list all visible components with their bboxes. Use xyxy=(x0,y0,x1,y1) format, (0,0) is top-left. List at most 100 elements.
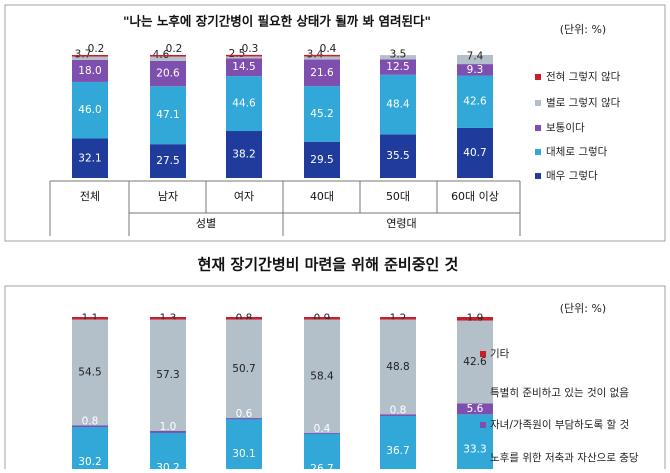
data-label: 33.3 xyxy=(463,443,486,455)
category-group-label: 성별 xyxy=(196,217,216,230)
data-label: 3.4 xyxy=(307,48,324,60)
data-label: 30.1 xyxy=(232,448,255,460)
data-label: 57.3 xyxy=(156,369,179,381)
data-label: 40.7 xyxy=(463,147,486,159)
bar-segment xyxy=(380,55,416,60)
bar-segment xyxy=(304,319,340,434)
bar-segment xyxy=(304,54,340,57)
bar-segment xyxy=(150,319,186,431)
data-label: 32.1 xyxy=(78,152,101,164)
bar-segment xyxy=(304,55,340,60)
bar-segment xyxy=(150,144,186,178)
bar-segment xyxy=(72,427,108,473)
data-label: 35.5 xyxy=(386,150,409,162)
data-label: 45.2 xyxy=(310,108,333,120)
category-label: 50대 xyxy=(386,190,410,203)
unit-label-2: (단위: %) xyxy=(560,302,606,315)
data-label: 2.5 xyxy=(229,48,246,60)
bar-segment xyxy=(380,74,416,135)
category-label: 남자 xyxy=(158,190,178,203)
legend-swatch xyxy=(480,455,486,461)
bar-segment xyxy=(457,64,493,76)
bar-segment xyxy=(72,55,108,60)
data-label: 3.5 xyxy=(390,48,407,60)
bar-segment xyxy=(72,425,108,428)
legend-swatch xyxy=(535,149,541,155)
bar-segment xyxy=(457,414,493,473)
data-label: 30.2 xyxy=(78,456,101,468)
chart-title-2: 현재 장기간병비 마련을 위해 준비중인 것 xyxy=(198,256,459,274)
bar-segment xyxy=(226,55,262,59)
data-label: 5.6 xyxy=(467,403,484,415)
category-group-label: 연령대 xyxy=(386,217,416,230)
data-label: 0.4 xyxy=(320,43,337,55)
bar-segment xyxy=(304,86,340,142)
bar-segment xyxy=(150,430,186,434)
bar-segment xyxy=(304,433,340,473)
legend-label: 특별히 준비하고 있는 것이 없음 xyxy=(490,386,629,399)
bar-segment xyxy=(226,319,262,419)
chart-title-1: "나는 노후에 장기간병이 필요한 상태가 될까 봐 염려된다" xyxy=(123,14,431,29)
legend-swatch xyxy=(480,390,486,396)
data-label: 58.4 xyxy=(310,370,334,382)
data-label: 50.7 xyxy=(232,363,255,375)
bar-segment xyxy=(304,317,340,320)
data-label: 1.0 xyxy=(160,421,177,433)
bar-segment xyxy=(150,60,186,87)
legend-label: 기타 xyxy=(490,348,510,360)
bar-segment xyxy=(72,138,108,178)
data-label: 0.2 xyxy=(88,43,105,55)
data-label: 3.7 xyxy=(75,49,92,61)
legend-label: 대체로 그렇다 xyxy=(546,145,608,158)
data-label: 26.7 xyxy=(310,463,333,469)
data-label: 12.5 xyxy=(386,61,409,73)
category-label: 40대 xyxy=(310,190,334,203)
bar-segment xyxy=(457,317,493,321)
data-label: 54.5 xyxy=(78,366,101,378)
data-label: 18.0 xyxy=(78,65,101,77)
data-label: 30.2 xyxy=(156,462,179,469)
data-label: 48.8 xyxy=(386,361,409,373)
bar-segment xyxy=(304,141,340,178)
bar-segment xyxy=(72,55,108,57)
legend-label: 전혀 그렇지 않다 xyxy=(546,70,621,83)
bar-segment xyxy=(457,127,493,178)
bar-segment xyxy=(150,55,186,57)
bar-segment xyxy=(457,55,493,65)
data-label: 38.2 xyxy=(232,149,255,161)
legend-label: 별로 그렇지 않다 xyxy=(546,96,621,109)
bar-segment xyxy=(226,317,262,320)
category-label: 60대 이상 xyxy=(451,190,499,203)
legend-swatch xyxy=(535,100,541,106)
data-label: 20.6 xyxy=(156,68,180,80)
bar-segment xyxy=(150,55,186,61)
bar-segment xyxy=(226,54,262,57)
bar-segment xyxy=(380,414,416,417)
data-label: 44.6 xyxy=(232,98,256,110)
data-label: 42.6 xyxy=(463,356,487,368)
bar-segment xyxy=(457,75,493,128)
bar-segment xyxy=(72,59,108,82)
data-label: 21.6 xyxy=(310,67,334,79)
bar-segment xyxy=(457,403,493,415)
data-label: 0.8 xyxy=(390,404,407,416)
legend-swatch xyxy=(535,173,541,179)
data-label: 0.2 xyxy=(166,43,183,55)
legend-label: 매우 그렇다 xyxy=(546,169,598,182)
data-label: 46.0 xyxy=(78,104,101,116)
bar-segment xyxy=(226,419,262,473)
category-label: 전체 xyxy=(80,190,100,203)
bar-segment xyxy=(150,86,186,145)
legend-label: 자녀/가족원이 부담하도록 할 것 xyxy=(490,418,629,431)
data-label: 27.5 xyxy=(156,155,179,167)
data-label: 48.4 xyxy=(386,99,410,111)
data-label: 0.4 xyxy=(314,423,331,435)
bar-segment xyxy=(380,134,416,178)
legend-label: 보통이다 xyxy=(546,122,585,134)
category-label: 여자 xyxy=(234,190,254,203)
bar-segment xyxy=(380,317,416,320)
data-label: 42.6 xyxy=(463,96,487,108)
bar-segment xyxy=(72,317,108,320)
